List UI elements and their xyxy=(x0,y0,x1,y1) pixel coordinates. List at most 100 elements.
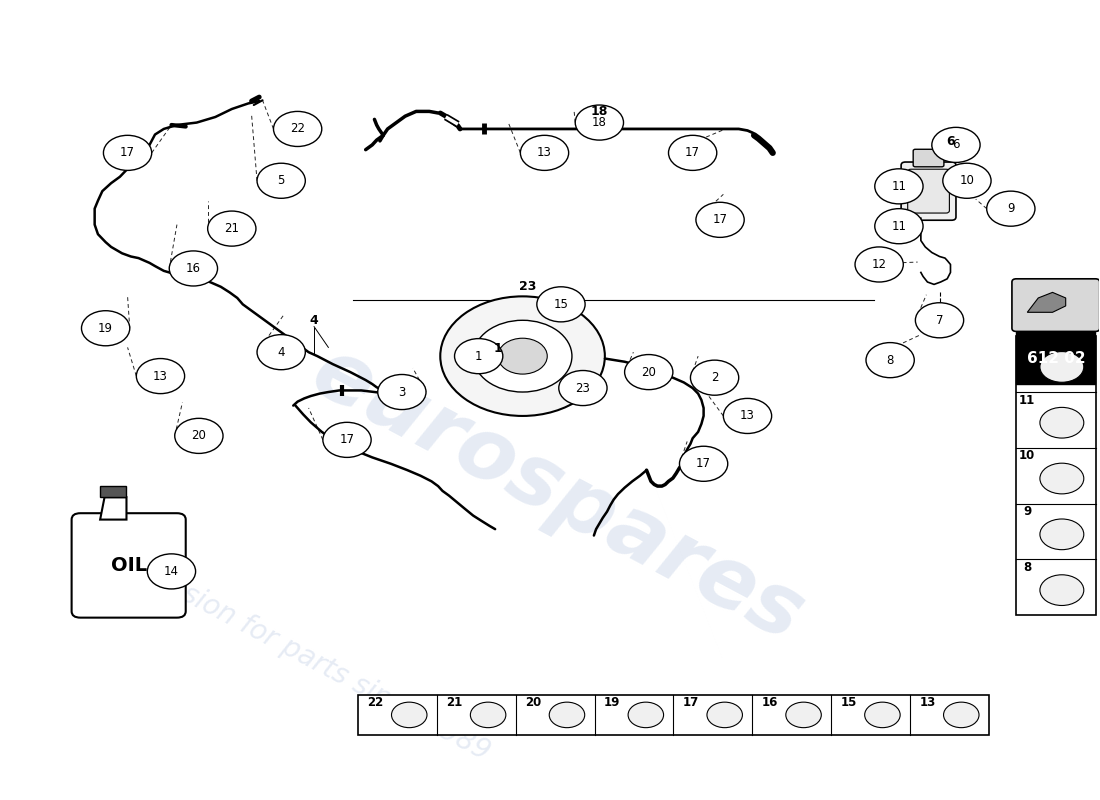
Text: 13: 13 xyxy=(920,697,935,710)
Circle shape xyxy=(440,296,605,416)
Circle shape xyxy=(669,135,717,170)
Text: 8: 8 xyxy=(1023,561,1032,574)
Text: 18: 18 xyxy=(591,105,608,118)
Ellipse shape xyxy=(1040,463,1084,494)
Text: 19: 19 xyxy=(98,322,113,334)
Ellipse shape xyxy=(392,702,427,728)
FancyBboxPatch shape xyxy=(901,162,956,220)
Circle shape xyxy=(208,211,256,246)
Circle shape xyxy=(943,163,991,198)
Text: 17: 17 xyxy=(683,697,698,710)
Circle shape xyxy=(915,302,964,338)
Text: 16: 16 xyxy=(186,262,201,275)
Text: 13: 13 xyxy=(740,410,755,422)
Circle shape xyxy=(538,291,573,317)
Circle shape xyxy=(874,209,923,244)
Circle shape xyxy=(169,251,218,286)
Text: 4: 4 xyxy=(310,314,319,326)
Text: 17: 17 xyxy=(696,458,711,470)
Circle shape xyxy=(559,370,607,406)
Circle shape xyxy=(103,135,152,170)
Text: 10: 10 xyxy=(959,174,975,187)
Text: 23: 23 xyxy=(519,280,537,294)
Text: 7: 7 xyxy=(936,314,944,326)
Text: OIL: OIL xyxy=(111,556,146,575)
Text: 9: 9 xyxy=(1008,202,1014,215)
Circle shape xyxy=(136,358,185,394)
Text: 16: 16 xyxy=(761,697,778,710)
Circle shape xyxy=(175,418,223,454)
Polygon shape xyxy=(100,486,126,498)
Text: 17: 17 xyxy=(713,214,727,226)
Text: 17: 17 xyxy=(120,146,135,159)
Text: eurospares: eurospares xyxy=(298,331,817,660)
Text: 8: 8 xyxy=(887,354,894,366)
Text: 20: 20 xyxy=(641,366,657,378)
Text: 20: 20 xyxy=(191,430,207,442)
Text: 12: 12 xyxy=(871,258,887,271)
Text: 17: 17 xyxy=(340,434,354,446)
Circle shape xyxy=(575,105,624,140)
Text: 1: 1 xyxy=(475,350,483,362)
Text: 6: 6 xyxy=(953,138,959,151)
Text: 12: 12 xyxy=(1020,338,1035,350)
Text: 6: 6 xyxy=(946,135,955,148)
Circle shape xyxy=(520,135,569,170)
Ellipse shape xyxy=(549,702,585,728)
Ellipse shape xyxy=(1040,519,1084,550)
Polygon shape xyxy=(100,498,126,519)
Ellipse shape xyxy=(707,702,743,728)
Text: 9: 9 xyxy=(1023,505,1032,518)
Bar xyxy=(1016,336,1097,615)
Circle shape xyxy=(498,338,548,374)
Circle shape xyxy=(724,398,771,434)
Ellipse shape xyxy=(1040,351,1084,382)
Text: 13: 13 xyxy=(537,146,552,159)
Bar xyxy=(1016,332,1096,384)
Text: 11: 11 xyxy=(891,220,906,233)
Circle shape xyxy=(537,286,585,322)
Circle shape xyxy=(987,191,1035,226)
Text: 20: 20 xyxy=(525,697,541,710)
Bar xyxy=(358,695,989,735)
Text: 21: 21 xyxy=(224,222,240,235)
Text: 14: 14 xyxy=(164,565,179,578)
Text: 17: 17 xyxy=(685,146,700,159)
Circle shape xyxy=(454,338,503,374)
Text: 4: 4 xyxy=(277,346,285,358)
FancyBboxPatch shape xyxy=(908,170,949,213)
Ellipse shape xyxy=(1040,407,1084,438)
Ellipse shape xyxy=(944,702,979,728)
Text: 11: 11 xyxy=(1020,394,1035,406)
Text: 15: 15 xyxy=(840,697,857,710)
Text: 19: 19 xyxy=(604,697,620,710)
FancyBboxPatch shape xyxy=(72,514,186,618)
Circle shape xyxy=(874,169,923,204)
Text: 612 02: 612 02 xyxy=(1026,351,1085,366)
FancyBboxPatch shape xyxy=(913,150,944,167)
Circle shape xyxy=(257,163,306,198)
Circle shape xyxy=(696,202,745,238)
Ellipse shape xyxy=(865,702,900,728)
Text: 22: 22 xyxy=(290,122,305,135)
Circle shape xyxy=(625,354,673,390)
Circle shape xyxy=(147,554,196,589)
Ellipse shape xyxy=(628,702,663,728)
Text: 18: 18 xyxy=(592,116,607,129)
Text: 10: 10 xyxy=(1020,450,1035,462)
Circle shape xyxy=(855,247,903,282)
Circle shape xyxy=(377,374,426,410)
Text: 22: 22 xyxy=(367,697,384,710)
Ellipse shape xyxy=(1040,574,1084,606)
Circle shape xyxy=(680,446,728,482)
Circle shape xyxy=(691,360,739,395)
Text: a passion for parts since 1989: a passion for parts since 1989 xyxy=(111,544,495,766)
Ellipse shape xyxy=(471,702,506,728)
Circle shape xyxy=(81,310,130,346)
Circle shape xyxy=(274,111,322,146)
Polygon shape xyxy=(1027,292,1066,312)
Text: 11: 11 xyxy=(891,180,906,193)
Text: 13: 13 xyxy=(153,370,168,382)
Text: 23: 23 xyxy=(575,382,591,394)
Circle shape xyxy=(866,342,914,378)
